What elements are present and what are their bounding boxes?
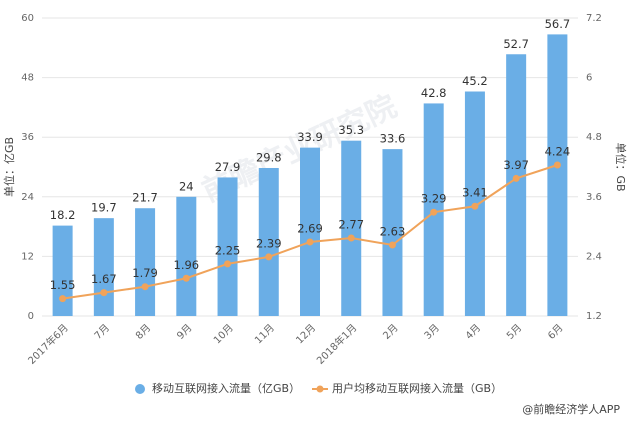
- line-point: [224, 260, 232, 268]
- data-label: 3.29: [421, 192, 447, 206]
- legend-label: 移动互联网接入流量（亿GB）: [152, 381, 300, 395]
- legend-label: 用户均移动互联网接入流量（GB）: [332, 381, 502, 395]
- line-point: [265, 253, 273, 261]
- data-label: 33.6: [380, 132, 406, 146]
- legend-marker: [316, 385, 324, 393]
- source: @前瞻经济学人APP: [522, 402, 620, 416]
- data-label: 27.9: [215, 160, 241, 174]
- data-label: 18.2: [50, 208, 76, 222]
- data-label: 2.63: [380, 224, 406, 238]
- data-label: 1.55: [50, 278, 76, 292]
- y-tick-label: 0: [28, 311, 34, 322]
- data-label: 2.77: [338, 218, 364, 232]
- data-label: 24: [179, 179, 194, 193]
- x-tick-label: 4月: [463, 322, 483, 342]
- x-tick-label: 6月: [546, 322, 566, 342]
- data-label: 19.7: [91, 201, 117, 215]
- line-point: [182, 274, 190, 282]
- x-tick-label: 3月: [422, 322, 442, 342]
- x-tick-label: 10月: [211, 322, 236, 347]
- y2-axis-label: 单位：GB: [614, 142, 628, 191]
- y2-tick-label: 3.6: [586, 192, 602, 203]
- bar: [258, 167, 279, 316]
- line-point: [553, 161, 561, 169]
- line-point: [430, 208, 438, 216]
- line-point: [347, 234, 355, 242]
- data-label: 56.7: [545, 17, 571, 31]
- bar: [52, 225, 73, 316]
- data-label: 29.8: [256, 150, 282, 164]
- y-axis-label: 单位：亿GB: [2, 137, 16, 197]
- y-tick-label: 24: [21, 192, 34, 203]
- bar: [176, 196, 197, 316]
- y2-tick-label: 4.8: [586, 132, 602, 143]
- data-label: 33.9: [297, 130, 323, 144]
- y-tick-label: 36: [21, 132, 34, 143]
- y-tick-label: 12: [21, 251, 34, 262]
- data-label: 2.69: [297, 221, 323, 235]
- y-tick-label: 60: [21, 13, 34, 24]
- data-label: 42.8: [421, 86, 447, 100]
- bar: [217, 177, 238, 316]
- line-point: [306, 238, 314, 246]
- data-label: 1.96: [174, 258, 200, 272]
- data-label: 1.67: [91, 272, 117, 286]
- y2-tick-label: 7.2: [586, 13, 602, 24]
- legend-marker: [135, 384, 145, 394]
- bar: [506, 54, 527, 317]
- x-tick-label: 2018年1月: [314, 321, 360, 367]
- line-point: [512, 174, 520, 182]
- data-label: 35.3: [338, 123, 364, 137]
- data-label: 45.2: [462, 74, 488, 88]
- line-point: [388, 241, 396, 249]
- data-label: 2.39: [256, 236, 282, 250]
- bar: [135, 208, 156, 316]
- data-label: 2.25: [215, 243, 241, 257]
- data-label: 4.24: [545, 145, 571, 159]
- x-tick-label: 12月: [294, 322, 319, 347]
- data-label: 52.7: [503, 37, 529, 51]
- data-label: 3.41: [462, 186, 488, 200]
- y2-tick-label: 1.2: [586, 311, 602, 322]
- data-label: 1.79: [132, 266, 158, 280]
- line-point: [59, 295, 67, 303]
- line-point: [141, 283, 149, 291]
- x-tick-label: 2017年6月: [25, 321, 71, 367]
- line-point: [100, 289, 108, 297]
- y-tick-label: 48: [21, 73, 34, 84]
- bar: [382, 149, 403, 316]
- data-label: 3.97: [503, 158, 529, 172]
- bar: [547, 34, 568, 316]
- line-point: [471, 202, 479, 210]
- x-tick-label: 2月: [381, 322, 401, 342]
- x-tick-label: 9月: [174, 322, 194, 342]
- bar: [341, 140, 362, 316]
- y2-tick-label: 2.4: [586, 251, 602, 262]
- y2-tick-label: 6: [586, 73, 592, 84]
- data-label: 21.7: [132, 191, 158, 205]
- x-tick-label: 11月: [252, 322, 277, 347]
- x-tick-label: 8月: [133, 322, 153, 342]
- x-tick-label: 7月: [92, 322, 112, 342]
- bar: [93, 218, 114, 316]
- x-tick-label: 5月: [504, 322, 524, 342]
- bar: [300, 147, 320, 316]
